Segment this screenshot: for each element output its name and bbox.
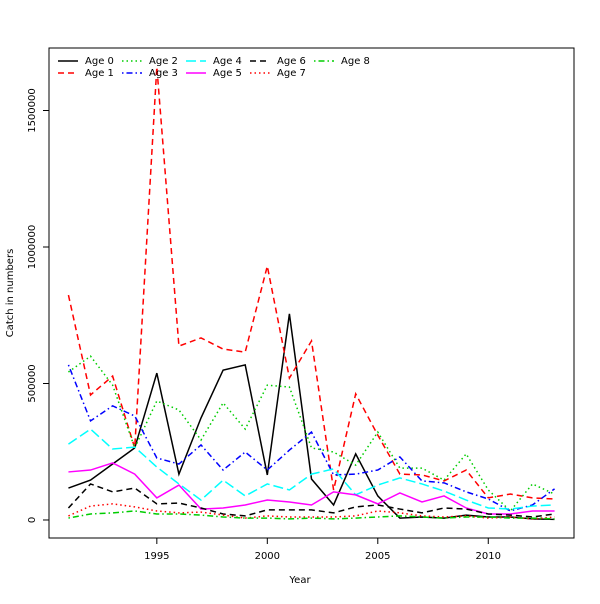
legend-label: Age 6: [277, 56, 306, 67]
y-tick-label: 1000000: [27, 225, 38, 270]
x-tick-label: 2005: [365, 551, 390, 562]
series-line: [67, 483, 555, 518]
legend-label: Age 1: [85, 68, 114, 79]
y-tick-label: 500000: [27, 364, 38, 402]
series-line: [68, 428, 555, 510]
y-tick-label: 1500000: [27, 88, 38, 133]
legend-label: Age 2: [149, 56, 178, 67]
x-tick-label: 2000: [255, 551, 280, 562]
plot-frame: [48, 47, 575, 539]
legend-label: Age 8: [341, 56, 370, 67]
y-axis-title: Catch in numbers: [5, 249, 16, 338]
legend-label: Age 0: [85, 56, 114, 67]
legend-label: Age 4: [213, 56, 242, 67]
series-line: [68, 313, 555, 521]
legend-label: Age 7: [277, 68, 306, 79]
series-line: [67, 66, 555, 500]
x-tick-label: 1995: [144, 551, 169, 562]
x-axis-title: Year: [288, 575, 311, 586]
x-tick-label: 2010: [476, 551, 501, 562]
series-line: [67, 364, 555, 512]
legend-label: Age 5: [213, 68, 242, 79]
y-tick-label: 0: [27, 517, 38, 523]
legend-label: Age 3: [149, 68, 178, 79]
series-line: [68, 462, 555, 515]
series-line: [68, 510, 555, 520]
